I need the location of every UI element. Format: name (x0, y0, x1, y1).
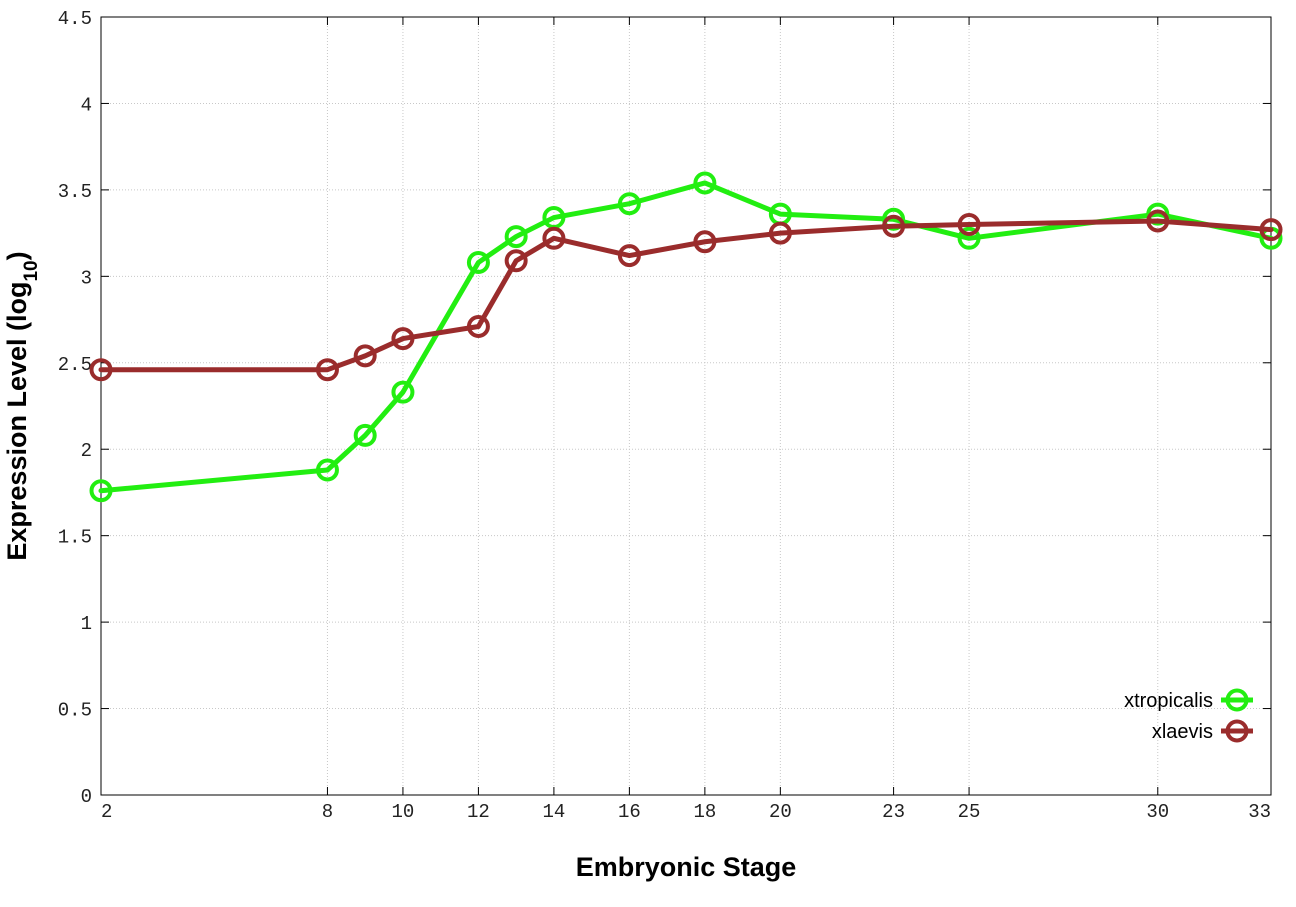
data-point-xlaevis (882, 214, 906, 238)
data-point-xtropicalis (466, 251, 490, 275)
legend-label-xlaevis: xlaevis (1152, 721, 1213, 743)
data-point-xtropicalis (89, 479, 113, 503)
data-point-xlaevis (1259, 218, 1283, 242)
data-point-xlaevis (693, 230, 717, 254)
plot-frame (100, 16, 1272, 796)
legend-label-xtropicalis: xtropicalis (1124, 690, 1213, 712)
y-axis-title: Expression Level (log10) (2, 251, 42, 560)
data-point-xlaevis (617, 244, 641, 268)
data-point-xtropicalis (882, 207, 906, 231)
data-point-xlaevis (957, 212, 981, 236)
x-tick-label: 20 (769, 801, 792, 823)
data-point-xlaevis (353, 344, 377, 368)
data-point-xlaevis (1146, 209, 1170, 233)
data-point-xlaevis (391, 327, 415, 351)
data-point-xtropicalis (1146, 202, 1170, 226)
y-axis-title-subscript: 10 (21, 260, 42, 281)
legend-marker-xlaevis (1225, 719, 1249, 743)
legend-entry-xtropicalis: xtropicalis (1124, 688, 1253, 712)
x-tick-label: 18 (693, 801, 716, 823)
x-tick-label: 12 (467, 801, 490, 823)
x-tick-label: 8 (322, 801, 333, 823)
x-tick-label: 25 (958, 801, 981, 823)
y-tick-label: 4 (81, 94, 92, 116)
y-tick-label: 3 (81, 267, 92, 289)
data-point-xtropicalis (504, 225, 528, 249)
legend-marker-xtropicalis (1225, 688, 1249, 712)
data-point-xtropicalis (617, 192, 641, 216)
x-tick-label: 14 (542, 801, 565, 823)
y-tick-label: 3.5 (58, 181, 92, 203)
data-point-xtropicalis (353, 423, 377, 447)
y-axis-title-close: ) (2, 251, 32, 260)
data-point-xlaevis (315, 358, 339, 382)
y-tick-label: 0.5 (58, 700, 92, 722)
legend: xtropicalis xlaevis (1124, 688, 1253, 743)
data-point-xtropicalis (693, 171, 717, 195)
x-tick-label: 33 (1248, 801, 1271, 823)
y-tick-label: 2.5 (58, 354, 92, 376)
y-tick-label: 1 (81, 613, 92, 635)
y-tick-label: 1.5 (58, 527, 92, 549)
data-point-xlaevis (542, 226, 566, 250)
y-tick-label: 0 (81, 786, 92, 808)
data-point-xlaevis (466, 314, 490, 338)
y-tick-label: 2 (81, 440, 92, 462)
y-axis-title-main: Expression Level (log (2, 282, 32, 561)
series-layer (89, 171, 1283, 503)
axis-ticks: 0 0.5 1 1.5 2 2.5 3 3.5 4 4.5 2 8 10 12 14 16 18 20 23 25 30… (58, 8, 1272, 823)
data-point-xtropicalis (391, 380, 415, 404)
x-axis-title: Embryonic Stage (576, 852, 797, 882)
data-point-xtropicalis (957, 226, 981, 250)
x-tick-label: 30 (1146, 801, 1169, 823)
data-point-xlaevis (768, 221, 792, 245)
grid (101, 17, 1271, 795)
data-point-xlaevis (504, 249, 528, 273)
x-tick-label: 23 (882, 801, 905, 823)
y-tick-label: 4.5 (58, 8, 92, 30)
data-point-xtropicalis (315, 458, 339, 482)
data-point-xlaevis (89, 358, 113, 382)
legend-entry-xlaevis: xlaevis (1152, 719, 1253, 743)
x-tick-label: 10 (392, 801, 415, 823)
x-tick-label: 16 (618, 801, 641, 823)
x-tick-label: 2 (101, 801, 112, 823)
series-line-xlaevis (98, 218, 1274, 373)
